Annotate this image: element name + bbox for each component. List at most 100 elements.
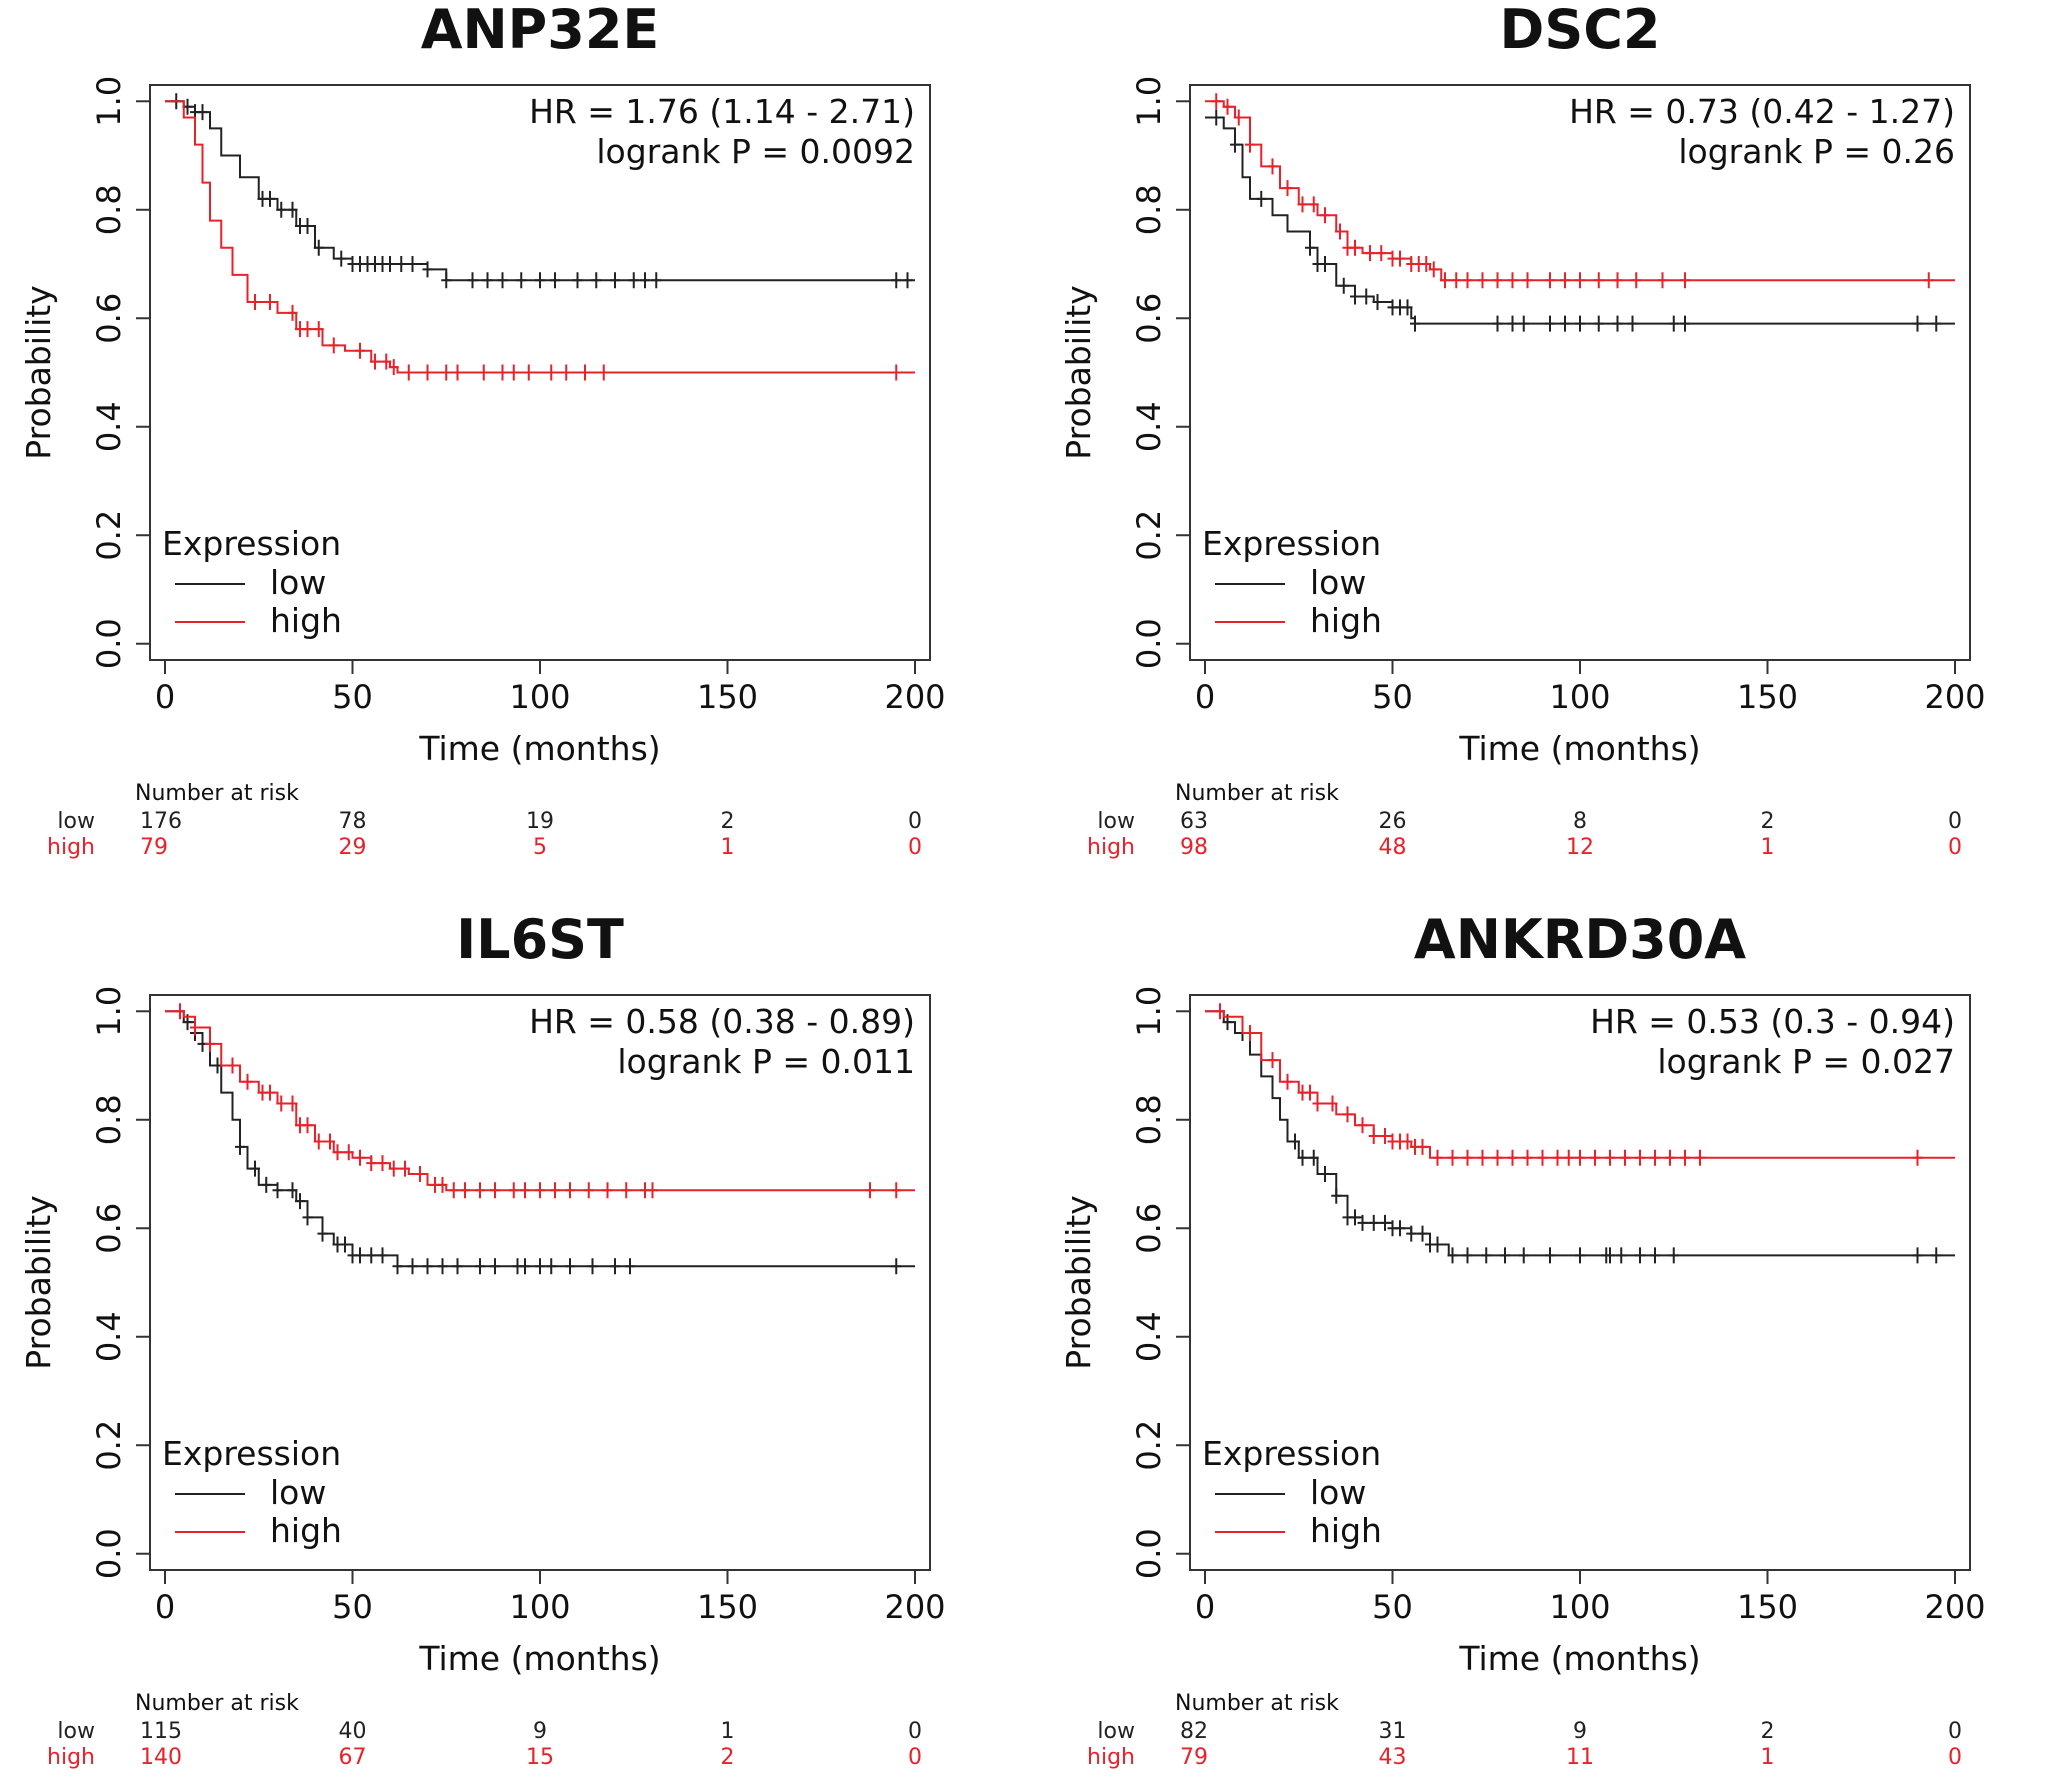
censor-mark-high <box>415 1166 425 1183</box>
y-tick-label: 0.4 <box>90 1311 128 1362</box>
censor-mark-high <box>508 1182 519 1199</box>
risk-value-high: 29 <box>339 835 367 860</box>
risk-value-high: 0 <box>1948 1745 1962 1770</box>
censor-mark-high <box>366 1155 377 1172</box>
y-tick-label: 0.2 <box>1130 510 1168 561</box>
risk-value-high: 79 <box>140 835 168 860</box>
censor-mark-low <box>1518 1247 1529 1264</box>
x-tick-label: 0 <box>1195 678 1215 716</box>
censor-mark-low <box>1462 1247 1473 1264</box>
y-tick-label: 1.0 <box>90 76 128 127</box>
censor-mark-low <box>1912 1247 1923 1264</box>
x-tick-label: 200 <box>884 1588 945 1626</box>
y-tick-label: 1.0 <box>1130 986 1168 1037</box>
censor-mark-high <box>1447 1149 1458 1166</box>
censor-mark-low <box>452 1258 463 1275</box>
chart-title: DSC2 <box>1500 0 1661 61</box>
censor-mark-low <box>1297 1149 1308 1166</box>
x-tick-label: 100 <box>509 678 570 716</box>
censor-mark-low <box>1575 315 1585 332</box>
censor-mark-low <box>407 1258 418 1275</box>
censor-mark-low <box>422 261 433 278</box>
risk-value-high: 12 <box>1566 835 1594 860</box>
censor-mark-low <box>1612 315 1623 332</box>
risk-row-label-high: high <box>47 1745 95 1770</box>
censor-mark-low <box>1560 315 1570 332</box>
censor-mark-low <box>475 1258 485 1275</box>
y-tick-label: 0.4 <box>1130 401 1168 452</box>
censor-mark-low <box>1432 1236 1443 1253</box>
y-tick-label: 1.0 <box>1130 76 1168 127</box>
risk-value-high: 67 <box>339 1745 367 1770</box>
km-panel-anp32e: ANP32E 0.0 0.2 0.4 0.6 0.8 1.0 Probability 0 50 10… <box>0 0 1005 880</box>
censor-mark-low <box>1361 288 1372 305</box>
y-tick-label: 0.8 <box>90 184 128 235</box>
series-low <box>1205 1010 1955 1264</box>
censor-mark-high <box>355 342 365 359</box>
censor-mark-low <box>651 272 662 289</box>
censor-mark-high <box>1440 272 1450 289</box>
y-tick-label: 0.2 <box>90 1420 128 1471</box>
censor-mark-high <box>1912 1149 1923 1166</box>
censor-mark-high <box>227 1057 238 1074</box>
censor-mark-low <box>1500 1247 1510 1264</box>
y-tick-label: 0.6 <box>90 1203 128 1254</box>
censor-mark-high <box>1342 1106 1353 1123</box>
censor-mark-low <box>1545 1247 1555 1264</box>
y-tick-label: 0.2 <box>1130 1420 1168 1471</box>
censor-mark-low <box>1372 293 1383 310</box>
y-axis-label: Probability <box>19 285 58 459</box>
censor-mark-high <box>205 1035 215 1052</box>
censor-mark-high <box>508 364 519 381</box>
censor-mark-low <box>287 1182 298 1199</box>
censor-mark-high <box>565 1182 575 1199</box>
censor-mark-low <box>313 239 324 256</box>
x-tick-label: 200 <box>1924 678 1985 716</box>
censor-mark-low <box>628 272 639 289</box>
y-axis-label: Probability <box>19 1195 58 1369</box>
hazard-ratio-text: HR = 0.73 (0.42 - 1.27) <box>1569 92 1955 131</box>
censor-mark-low <box>366 1247 377 1264</box>
censor-mark-high <box>265 1084 275 1101</box>
logrank-p-text: logrank P = 0.26 <box>1678 132 1955 171</box>
censor-mark-low <box>1417 1225 1428 1242</box>
censor-mark-high <box>1620 1149 1630 1166</box>
censor-mark-low <box>490 1258 500 1275</box>
censor-mark-high <box>1357 1117 1368 1134</box>
series-low <box>165 93 915 289</box>
censor-mark-low <box>287 201 298 218</box>
hazard-ratio-text: HR = 0.53 (0.3 - 0.94) <box>1590 1002 1955 1041</box>
risk-value-low: 2 <box>721 809 735 834</box>
censor-mark-low <box>265 190 275 207</box>
censor-mark-high <box>1612 272 1623 289</box>
censor-mark-high <box>452 364 463 381</box>
risk-row-label-low: low <box>1097 809 1135 834</box>
censor-mark-high <box>400 1160 410 1177</box>
x-axis-label: Time (months) <box>418 729 660 768</box>
censor-mark-low <box>302 218 313 235</box>
y-tick-label: 0.4 <box>1130 1311 1168 1362</box>
censor-mark-high <box>370 353 380 370</box>
censor-mark-low <box>1492 315 1503 332</box>
censor-mark-low <box>591 272 602 289</box>
risk-value-low: 2 <box>1761 1719 1775 1744</box>
censor-mark-high <box>1282 180 1293 197</box>
legend-label-low: low <box>270 563 326 602</box>
risk-value-high: 48 <box>1379 835 1407 860</box>
series-high <box>1205 93 1955 289</box>
censor-mark-low <box>902 272 913 289</box>
censor-mark-high <box>1635 1149 1645 1166</box>
risk-value-low: 19 <box>526 809 554 834</box>
km-panel-ankrd30a: ANKRD30A 0.0 0.2 0.4 0.6 0.8 1.0 Probability 0 50… <box>1040 910 2045 1790</box>
censor-mark-high <box>1380 1128 1390 1145</box>
censor-mark-high <box>1417 1138 1428 1155</box>
censor-mark-high <box>523 364 534 381</box>
censor-mark-high <box>403 364 414 381</box>
risk-value-low: 0 <box>1948 1719 1962 1744</box>
censor-mark-high <box>1365 245 1375 262</box>
censor-mark-high <box>1305 1084 1315 1101</box>
censor-mark-high <box>478 364 489 381</box>
risk-value-high: 11 <box>1566 1745 1594 1770</box>
censor-mark-high <box>1350 239 1360 256</box>
